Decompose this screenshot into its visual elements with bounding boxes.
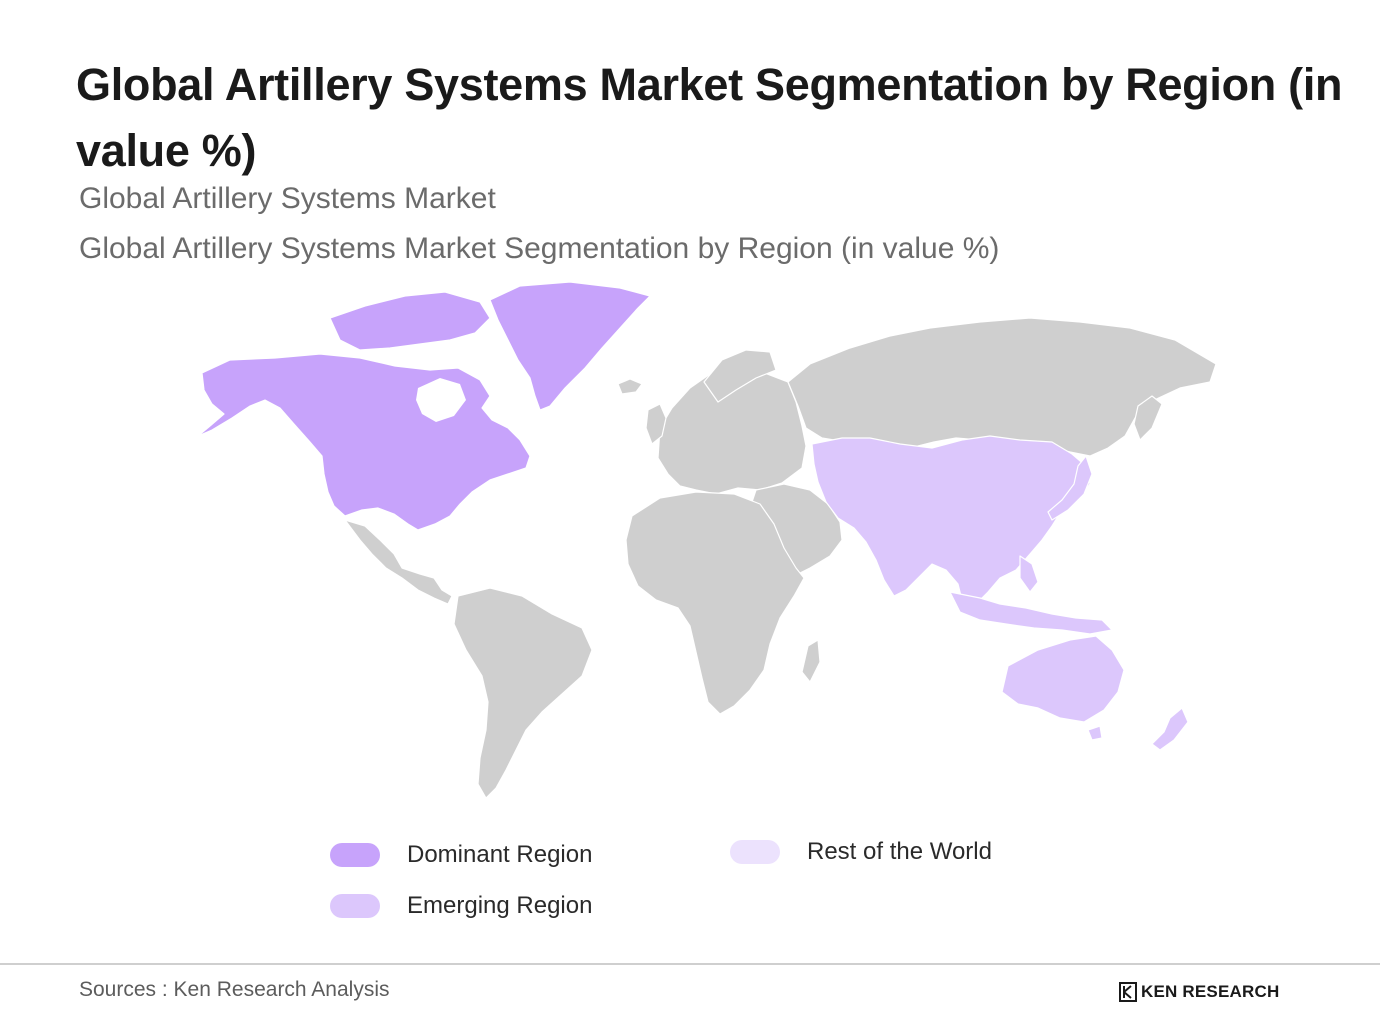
- region-madagascar: [801, 639, 821, 683]
- subtitle-segmentation: Global Artillery Systems Market Segmenta…: [79, 232, 1000, 265]
- region-greenland: [489, 281, 651, 411]
- region-iceland: [617, 378, 643, 395]
- region-kamchatka: [1133, 395, 1163, 441]
- region-central-america: [344, 519, 453, 605]
- legend-item-emerging: Emerging Region: [330, 892, 592, 920]
- legend-swatch-emerging: [330, 894, 380, 918]
- region-philippines: [1019, 555, 1039, 593]
- source-note: Sources : Ken Research Analysis: [79, 978, 390, 1001]
- legend-item-rest: Rest of the World: [730, 838, 992, 866]
- region-scandinavia: [703, 349, 777, 403]
- region-arctic-islands: [329, 291, 491, 351]
- chart-title: Global Artillery Systems Market Segmenta…: [76, 59, 1343, 176]
- region-indonesia: [949, 591, 1113, 635]
- region-russia: [787, 317, 1217, 457]
- footer-divider: [0, 963, 1380, 965]
- legend-item-dominant: Dominant Region: [330, 841, 592, 869]
- region-africa: [625, 491, 805, 715]
- legend-label-rest: Rest of the World: [807, 838, 992, 865]
- legend-swatch-rest: [730, 840, 780, 864]
- region-australia: [1001, 635, 1125, 723]
- region-tasmania: [1087, 725, 1103, 741]
- brand-name: KEN RESEARCH: [1141, 982, 1280, 1001]
- subtitle-market: Global Artillery Systems Market: [79, 182, 496, 215]
- legend-swatch-dominant: [330, 843, 380, 867]
- world-map: [197, 281, 1217, 799]
- region-asia-pacific: [811, 435, 1091, 605]
- region-japan: [1047, 455, 1093, 521]
- brand-logo: KEN RESEARCH: [1119, 982, 1279, 1002]
- ken-research-logo-icon: [1119, 982, 1137, 1002]
- legend-label-emerging: Emerging Region: [407, 892, 593, 919]
- hudson-bay: [416, 378, 466, 422]
- region-uk: [645, 403, 667, 445]
- region-north-america: [197, 353, 531, 531]
- legend-label-dominant: Dominant Region: [407, 841, 593, 868]
- region-new-zealand: [1151, 707, 1189, 751]
- region-south-america: [453, 587, 593, 799]
